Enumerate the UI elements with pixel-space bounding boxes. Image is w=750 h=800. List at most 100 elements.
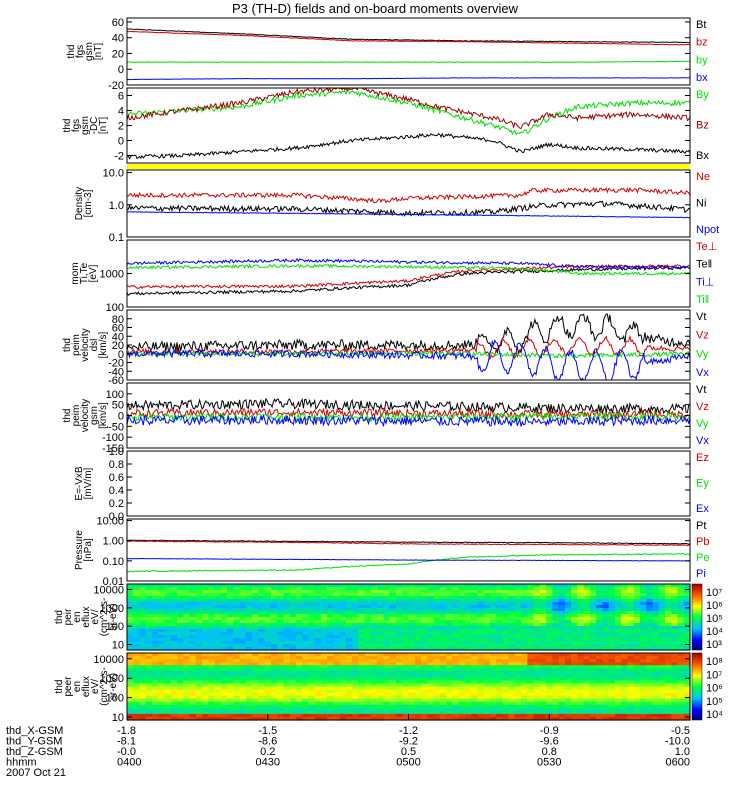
heatmap-cell <box>602 584 610 588</box>
heatmap-cell <box>677 653 685 657</box>
heatmap-cell <box>489 653 497 657</box>
heatmap-cell <box>483 674 491 678</box>
heatmap-cell <box>539 611 547 615</box>
heatmap-cell <box>558 626 566 630</box>
heatmap-cell <box>227 674 234 678</box>
heatmap-cell <box>589 632 597 636</box>
heatmap-cell <box>239 617 247 621</box>
heatmap-cell <box>345 635 353 639</box>
heatmap-cell <box>352 662 360 666</box>
heatmap-cell <box>533 626 541 630</box>
heatmap-cell <box>345 602 353 606</box>
heatmap-cell <box>158 695 166 700</box>
heatmap-cell <box>502 680 510 685</box>
heatmap-cell <box>383 635 391 639</box>
footer-value: -9.2 <box>399 736 418 748</box>
heatmap-cell <box>502 614 510 618</box>
heatmap-cell <box>514 644 522 648</box>
heatmap-cell <box>364 698 372 703</box>
heatmap-cell <box>164 668 172 672</box>
series-line-vx <box>126 339 691 381</box>
heatmap-cell <box>596 626 604 630</box>
heatmap-cell <box>652 605 660 609</box>
heatmap-cell <box>145 590 153 594</box>
heatmap-cell <box>277 689 284 694</box>
heatmap-cell <box>439 698 447 703</box>
heatmap-cell <box>571 653 578 657</box>
heatmap-cell <box>446 599 453 603</box>
y-axis-label: velocity <box>80 399 91 432</box>
heatmap-cell <box>377 614 385 618</box>
heatmap-cell <box>602 656 610 660</box>
heatmap-cell <box>183 620 191 624</box>
heatmap-cell <box>202 710 209 715</box>
heatmap-cell <box>552 695 560 700</box>
y-axis-label: peer <box>63 676 74 697</box>
heatmap-cell <box>589 602 597 606</box>
heatmap-cell <box>189 608 197 612</box>
heatmap-cell <box>658 605 666 609</box>
heatmap-cell <box>583 671 591 675</box>
heatmap-cell <box>427 623 435 627</box>
heatmap-cell <box>608 611 616 615</box>
heatmap-cell <box>383 587 391 591</box>
heatmap-cell <box>345 683 353 688</box>
heatmap-cell <box>214 695 222 700</box>
heatmap-cell <box>427 593 435 597</box>
heatmap-cell <box>471 626 478 630</box>
heatmap-cell <box>139 683 147 688</box>
heatmap-cell <box>502 677 510 682</box>
heatmap-cell <box>133 704 141 709</box>
heatmap-cell <box>377 623 385 627</box>
y-axis-label: thd <box>62 119 73 133</box>
heatmap-cell <box>133 596 141 600</box>
heatmap-cell <box>508 638 516 642</box>
y-tick-label: 100 <box>106 621 124 633</box>
heatmap-cell <box>602 698 610 703</box>
heatmap-cell <box>339 713 347 718</box>
heatmap-cell <box>395 698 403 703</box>
heatmap-cell <box>133 677 141 682</box>
heatmap-cell <box>283 614 291 618</box>
heatmap-cell <box>202 680 209 685</box>
heatmap-cell <box>320 599 328 603</box>
y-tick-label: 0.01 <box>103 576 124 588</box>
heatmap-cell <box>527 701 535 706</box>
heatmap-cell <box>639 596 647 600</box>
heatmap-cell <box>239 677 247 682</box>
heatmap-cell <box>521 605 528 609</box>
heatmap-cell <box>227 614 234 618</box>
heatmap-cell <box>421 659 428 663</box>
heatmap-cell <box>496 680 503 685</box>
heatmap-cell <box>427 698 435 703</box>
y-axis-label: -DC <box>89 117 100 135</box>
heatmap-cell <box>277 692 284 697</box>
heatmap-cell <box>352 710 360 715</box>
heatmap-cell <box>308 617 316 621</box>
heatmap-cell <box>602 647 610 651</box>
heatmap-cell <box>145 617 153 621</box>
heatmap-cell <box>202 602 209 606</box>
heatmap-cell <box>639 629 647 633</box>
heatmap-cell <box>370 689 378 694</box>
heatmap-cell <box>683 713 691 718</box>
heatmap-cell <box>589 605 597 609</box>
footer-value: -8.6 <box>258 736 277 748</box>
heatmap-cell <box>283 605 291 609</box>
footer-value: -10.0 <box>665 736 690 748</box>
heatmap-cell <box>208 674 216 678</box>
heatmap-cell <box>295 695 303 700</box>
heatmap-cell <box>658 716 666 721</box>
heatmap-cell <box>270 644 278 648</box>
legend-entry: Vt <box>696 311 706 323</box>
heatmap-cell <box>377 716 385 721</box>
heatmap-cell <box>164 593 172 597</box>
heatmap-cell <box>552 593 560 597</box>
heatmap-cell <box>427 689 435 694</box>
heatmap-cell <box>539 641 547 645</box>
heatmap-cell <box>452 638 460 642</box>
heatmap-cell <box>227 593 234 597</box>
heatmap-cell <box>227 716 234 721</box>
heatmap-cell <box>164 623 172 627</box>
heatmap-cell <box>127 584 134 588</box>
